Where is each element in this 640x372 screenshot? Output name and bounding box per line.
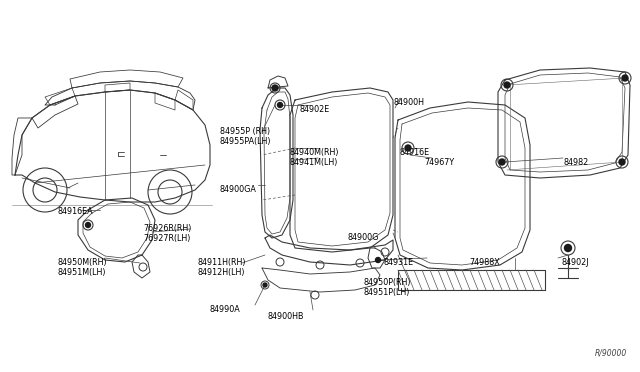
Text: 84940M(RH): 84940M(RH): [290, 148, 339, 157]
Circle shape: [619, 159, 625, 165]
Circle shape: [405, 145, 411, 151]
Circle shape: [564, 244, 572, 251]
Text: 84990A: 84990A: [209, 305, 240, 314]
Text: R/90000: R/90000: [595, 349, 627, 358]
Text: 84951M(LH): 84951M(LH): [57, 268, 106, 277]
Text: 84900GA: 84900GA: [220, 185, 257, 194]
Text: 84916E: 84916E: [400, 148, 430, 157]
Text: 84982: 84982: [563, 158, 588, 167]
Text: 84902J: 84902J: [562, 258, 589, 267]
Circle shape: [499, 159, 505, 165]
Text: 84900HB: 84900HB: [268, 312, 305, 321]
Circle shape: [622, 75, 628, 81]
Text: 74988X: 74988X: [469, 258, 500, 267]
Text: 84941M(LH): 84941M(LH): [290, 158, 339, 167]
Circle shape: [272, 85, 278, 91]
Circle shape: [278, 103, 282, 108]
Text: 84916EA: 84916EA: [57, 207, 93, 216]
Text: 84931E: 84931E: [383, 258, 413, 267]
Text: 76926R(RH): 76926R(RH): [143, 224, 191, 233]
Text: 84911H(RH): 84911H(RH): [197, 258, 246, 267]
Text: 84950M(RH): 84950M(RH): [57, 258, 107, 267]
Text: 84955P (RH): 84955P (RH): [220, 127, 270, 136]
Text: 84900G: 84900G: [347, 233, 378, 242]
Text: 84902E: 84902E: [300, 105, 330, 114]
Text: 74967Y: 74967Y: [424, 158, 454, 167]
Text: 84900H: 84900H: [393, 98, 424, 107]
Circle shape: [376, 257, 381, 263]
Circle shape: [86, 222, 90, 228]
Text: 84955PA(LH): 84955PA(LH): [220, 137, 271, 146]
Text: 84912H(LH): 84912H(LH): [197, 268, 244, 277]
Circle shape: [263, 283, 267, 287]
Text: 84950P(RH): 84950P(RH): [363, 278, 410, 287]
Text: 76927R(LH): 76927R(LH): [143, 234, 190, 243]
Circle shape: [504, 82, 510, 88]
Text: 84951P(LH): 84951P(LH): [363, 288, 410, 297]
